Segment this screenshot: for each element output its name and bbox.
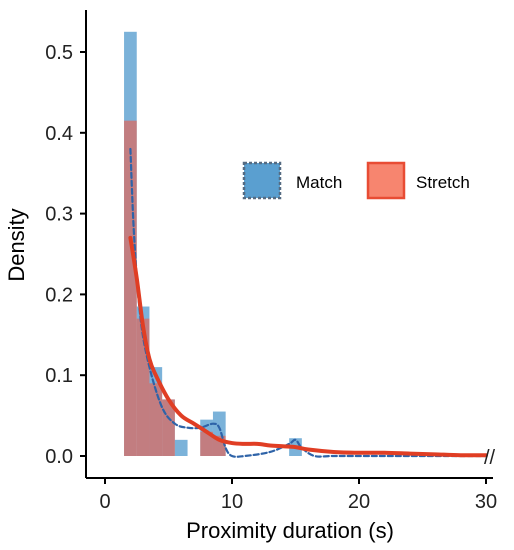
bar-stretch: [149, 383, 163, 456]
density-curve-match: [129, 147, 488, 458]
x-axis-title: Proximity duration (s): [186, 518, 394, 543]
y-tick-label: 0.0: [45, 446, 73, 468]
y-tick-label: 0.1: [45, 365, 73, 387]
x-tick-label: 30: [475, 491, 497, 513]
x-tick-label: 20: [348, 491, 370, 513]
legend-swatch-match: [242, 161, 282, 200]
x-tick-label: 10: [221, 491, 243, 513]
y-tick-label: 0.4: [45, 123, 73, 145]
y-tick-label: 0.3: [45, 204, 73, 226]
legend-swatch-stretch: [366, 161, 406, 200]
bar-match: [174, 439, 188, 456]
legend-label-match: Match: [296, 173, 342, 192]
legend: Match Stretch: [242, 161, 470, 200]
y-axis-title: Density: [4, 208, 29, 281]
bar-stretch: [124, 120, 137, 457]
plot-area: [124, 31, 488, 458]
density-curve-stretch: [128, 235, 488, 458]
y-tick-label: 0.2: [45, 284, 73, 306]
legend-label-stretch: Stretch: [416, 173, 470, 192]
x-tick-label: 0: [99, 491, 110, 513]
bar-stretch: [200, 431, 213, 456]
axes: [85, 10, 493, 479]
y-tick-label: 0.5: [45, 42, 73, 64]
axis-break-mark: //: [484, 447, 496, 469]
ticks: 0.0 0.1 0.2 0.3 0.4 0.5 0 10 20 30: [45, 42, 497, 513]
bar-stretch: [136, 318, 150, 456]
